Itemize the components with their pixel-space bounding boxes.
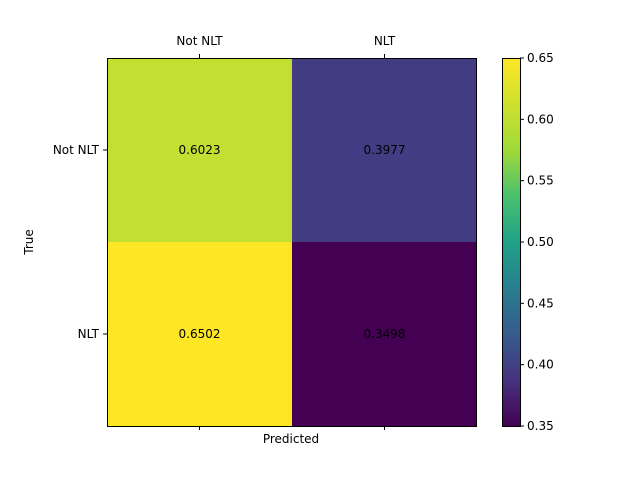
x-axis-label: Predicted <box>263 432 319 446</box>
y-axis-ticks: Not NLT NLT <box>53 143 107 341</box>
colorbar-tick-label: 0.45 <box>527 296 554 310</box>
heatmap-cell <box>292 242 477 426</box>
cell-value-label: 0.6023 <box>179 143 221 157</box>
plot-frame <box>107 58 477 427</box>
y-axis-label: True <box>22 229 36 256</box>
colorbar-tick-label: 0.55 <box>527 174 554 188</box>
y-tick-label: Not NLT <box>53 143 100 157</box>
cell-value-label: 0.6502 <box>179 327 221 341</box>
colorbar-tick-label: 0.60 <box>527 112 554 126</box>
heatmap-cells <box>107 58 477 426</box>
cell-value-label: 0.3977 <box>364 143 406 157</box>
colorbar-tick-label: 0.40 <box>527 358 554 372</box>
heatmap-cell <box>107 58 292 242</box>
heatmap-cell <box>292 58 477 242</box>
colorbar-tick-label: 0.50 <box>527 235 554 249</box>
x-tick-label: Not NLT <box>176 34 223 48</box>
x-tick-label: NLT <box>374 34 396 48</box>
x-axis-ticks: Not NLT NLT <box>176 34 396 430</box>
colorbar-ticks: 0.35 0.40 0.45 0.50 0.55 0.60 0.65 <box>520 51 554 433</box>
cell-value-label: 0.3498 <box>364 327 406 341</box>
heatmap-cell <box>107 242 292 426</box>
colorbar <box>502 58 520 426</box>
colorbar-tick-label: 0.65 <box>527 51 554 65</box>
y-tick-label: NLT <box>78 327 100 341</box>
cell-value-labels: 0.6023 0.3977 0.6502 0.3498 <box>179 143 406 341</box>
colorbar-tick-label: 0.35 <box>527 419 554 433</box>
